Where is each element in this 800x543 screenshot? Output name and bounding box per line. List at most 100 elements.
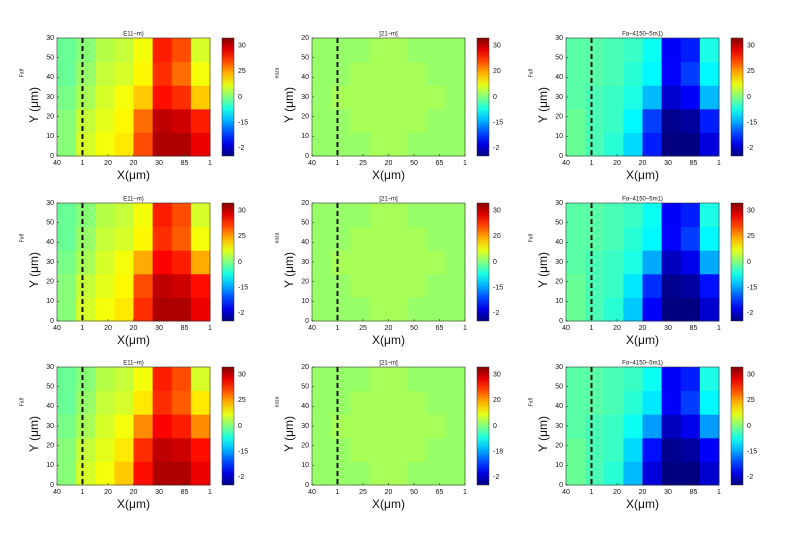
x-tick-label: 20 (385, 160, 393, 167)
heatmap-cell (680, 390, 701, 415)
heatmap-cell (312, 250, 332, 275)
heatmap-cell (133, 203, 154, 228)
colorbar (730, 202, 744, 322)
heatmap-cell (76, 437, 96, 462)
colorbar-label: 30 (493, 208, 501, 215)
heatmap-cell (585, 250, 605, 275)
heatmap-cell (312, 226, 332, 251)
x-tick-label: 85 (690, 489, 698, 496)
heatmap-cell (95, 461, 115, 486)
x-tick-label: 1 (463, 160, 467, 167)
y-axis-label: Y (μm) (536, 87, 550, 123)
x-tick-label: 40 (562, 489, 570, 496)
heatmap-cell (331, 108, 351, 133)
x-tick-label: 40 (53, 160, 61, 167)
heatmap-cell (312, 108, 332, 133)
heatmap-cell (152, 85, 173, 110)
heatmap-cell (407, 297, 428, 322)
colorbar-label: 20 (493, 233, 501, 240)
x-tick-label: 1 (463, 489, 467, 496)
heatmap-cell (57, 250, 77, 275)
heatmap-cell (407, 437, 428, 462)
heatmap-cell (114, 461, 134, 486)
x-tick-label: 65 (436, 489, 444, 496)
heatmap-cell (585, 414, 605, 439)
heatmap-cell (623, 414, 643, 439)
heatmap-cell (407, 38, 428, 63)
y-tick-label: 20 (301, 364, 309, 371)
colorbar-label: 30 (747, 208, 755, 215)
y-tick-label: 10 (555, 462, 563, 469)
colorbar-label: -2 (493, 145, 499, 152)
heatmap-cell (57, 414, 77, 439)
heatmap-cell (426, 414, 447, 439)
heatmap-cell (114, 414, 134, 439)
y-tick-label: 20 (555, 279, 563, 286)
heatmap-cell (407, 414, 428, 439)
colorbar (476, 37, 490, 157)
heatmap-cell (369, 250, 389, 275)
panel: 40 1 20 20 30 85 10102030405030Fα–4150–5m1)X(μ… (528, 361, 757, 512)
heatmap-cell (426, 108, 447, 133)
heatmap-cell (445, 38, 466, 63)
axis-note: Faff (528, 68, 534, 77)
heatmap-cell (426, 250, 447, 275)
heatmap-cell (699, 61, 720, 86)
x-tick-label: 20 (104, 325, 112, 332)
x-tick-label: 20 (639, 489, 647, 496)
heatmap-cell (407, 273, 428, 298)
x-tick-label: 1 (81, 160, 85, 167)
panel-title: [21–m] (379, 32, 398, 38)
heatmap-cell (642, 132, 663, 157)
x-tick-label: 65 (436, 160, 444, 167)
colorbar-label: 25 (238, 233, 246, 240)
x-tick-label: 1 (208, 160, 212, 167)
y-tick-label: 30 (555, 259, 563, 266)
colorbar-label: 0 (493, 94, 497, 101)
x-tick-label: 1 (590, 489, 594, 496)
colorbar-label: 25 (747, 397, 755, 404)
heatmap-cell (623, 108, 643, 133)
heatmap-cell (604, 108, 624, 133)
heatmap-cell (95, 390, 115, 415)
x-tick-label: 30 (155, 489, 163, 496)
y-tick-label: 40 (555, 239, 563, 246)
colorbar-label: 0 (747, 259, 751, 266)
heatmap-cell (445, 367, 466, 392)
heatmap-cell (642, 250, 663, 275)
colorbar-label: 30 (238, 43, 246, 50)
heatmap-cell (114, 226, 134, 251)
heatmap-cell (407, 132, 428, 157)
heatmap-cell (661, 461, 682, 486)
heatmap-cell (57, 203, 77, 228)
x-tick-label: 1 (717, 489, 721, 496)
heatmap-cell (76, 108, 96, 133)
heatmap-cell (604, 61, 624, 86)
y-tick-label: 20 (301, 200, 309, 207)
x-tick-label: 20 (613, 489, 621, 496)
heatmap-cell (152, 390, 173, 415)
y-tick-label: 20 (301, 35, 309, 42)
heatmap-cell (623, 437, 643, 462)
heatmap-cell (114, 437, 134, 462)
colorbar-label: 30 (493, 43, 501, 50)
heatmap-cell (171, 250, 192, 275)
y-tick-label: 50 (301, 220, 309, 227)
heatmap-cell (331, 132, 351, 157)
heatmap-cell (171, 437, 192, 462)
heatmap-cell (369, 61, 389, 86)
colorbar-label: -2 (747, 145, 753, 152)
heatmap-cell (445, 132, 466, 157)
heatmap-cell (426, 203, 447, 228)
panel-title: E11–m) (123, 32, 144, 38)
heatmap-cell (369, 414, 389, 439)
heatmap-cell (699, 437, 720, 462)
heatmap-cell (350, 38, 370, 63)
x-axis-label: X(μm) (626, 168, 659, 182)
heatmap-cell (566, 85, 586, 110)
heatmap-cell (171, 390, 192, 415)
heatmap-cell (585, 297, 605, 322)
heatmap-cell (426, 390, 447, 415)
heatmap-cell (407, 108, 428, 133)
